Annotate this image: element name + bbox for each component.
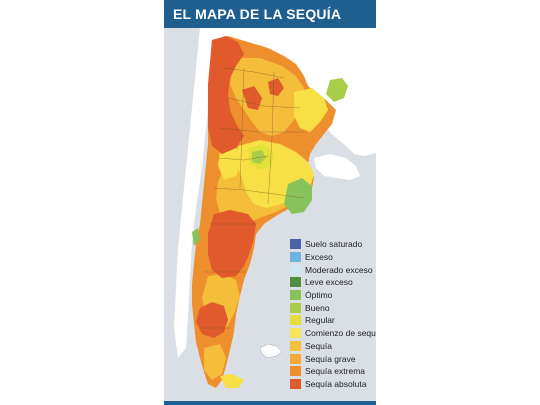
legend-label: Moderado exceso <box>305 264 373 275</box>
legend-swatch <box>290 353 301 364</box>
legend-swatch <box>290 264 301 275</box>
drought-start-zone-northeast <box>294 88 328 132</box>
drought-start-zone-cordoba <box>218 146 242 180</box>
legend-label: Regular <box>305 315 335 326</box>
neighbor-country-chile <box>174 28 214 358</box>
legend-label: Leve exceso <box>305 277 353 288</box>
legend-swatch <box>290 328 301 339</box>
legend-item: Sequía grave <box>290 352 376 365</box>
absolute-drought-zone-patagonia-north <box>208 210 256 278</box>
legend-label: Exceso <box>305 252 333 263</box>
legend-label: Óptimo <box>305 290 333 301</box>
legend-swatch <box>290 378 301 389</box>
drought-zone-south <box>204 344 226 380</box>
absolute-drought-zone-north-patches-2 <box>268 78 284 96</box>
legend-item: Sequía absoluta <box>290 378 376 391</box>
legend-item: Exceso <box>290 251 376 264</box>
drought-zone-north <box>230 58 304 136</box>
legend-label: Sequía absoluta <box>305 378 367 389</box>
good-zone-misiones <box>326 78 348 102</box>
legend-swatch <box>290 340 301 351</box>
legend-label: Comienzo de sequía <box>305 328 376 339</box>
legend-swatch <box>290 315 301 326</box>
legend-item: Sequía extrema <box>290 365 376 378</box>
malvinas-islands <box>259 343 283 359</box>
good-zone-center-west <box>252 150 266 164</box>
footer-bar <box>164 401 376 405</box>
legend-swatch <box>290 252 301 263</box>
legend-item: Suelo saturado <box>290 238 376 251</box>
optimum-zone-west <box>192 228 200 246</box>
legend-item: Bueno <box>290 301 376 314</box>
legend-label: Sequía extrema <box>305 366 366 377</box>
map-title: EL MAPA DE LA SEQUÍA <box>173 6 342 22</box>
absolute-drought-zone-patagonia-south <box>196 302 228 338</box>
legend-label: Sequía <box>305 340 332 351</box>
absolute-drought-zone-north-patches <box>242 86 262 110</box>
header-bar: EL MAPA DE LA SEQUÍA <box>164 0 376 28</box>
legend-swatch <box>290 366 301 377</box>
legend-swatch <box>290 277 301 288</box>
optimum-zone-buenos-aires <box>284 178 312 214</box>
neighbor-country-uruguay <box>314 154 360 180</box>
drought-map-card: EL MAPA DE LA SEQUÍA <box>164 0 376 405</box>
legend-item: Moderado exceso <box>290 263 376 276</box>
legend-item: Óptimo <box>290 289 376 302</box>
tierra-del-fuego <box>220 374 244 388</box>
legend-swatch <box>290 290 301 301</box>
legend-item: Regular <box>290 314 376 327</box>
legend-swatch <box>290 239 301 250</box>
legend-item: Comienzo de sequía <box>290 327 376 340</box>
province-borders <box>200 67 305 329</box>
legend-item: Leve exceso <box>290 276 376 289</box>
argentina-drought-map <box>174 28 376 388</box>
map-legend: Suelo saturado Exceso Moderado exceso Leve … <box>290 238 376 390</box>
legend-item: Sequía <box>290 340 376 353</box>
legend-label: Sequía grave <box>305 353 356 364</box>
legend-label: Suelo saturado <box>305 239 363 250</box>
absolute-drought-zone-northwest <box>208 36 244 154</box>
legend-label: Bueno <box>305 302 330 313</box>
legend-swatch <box>290 302 301 313</box>
